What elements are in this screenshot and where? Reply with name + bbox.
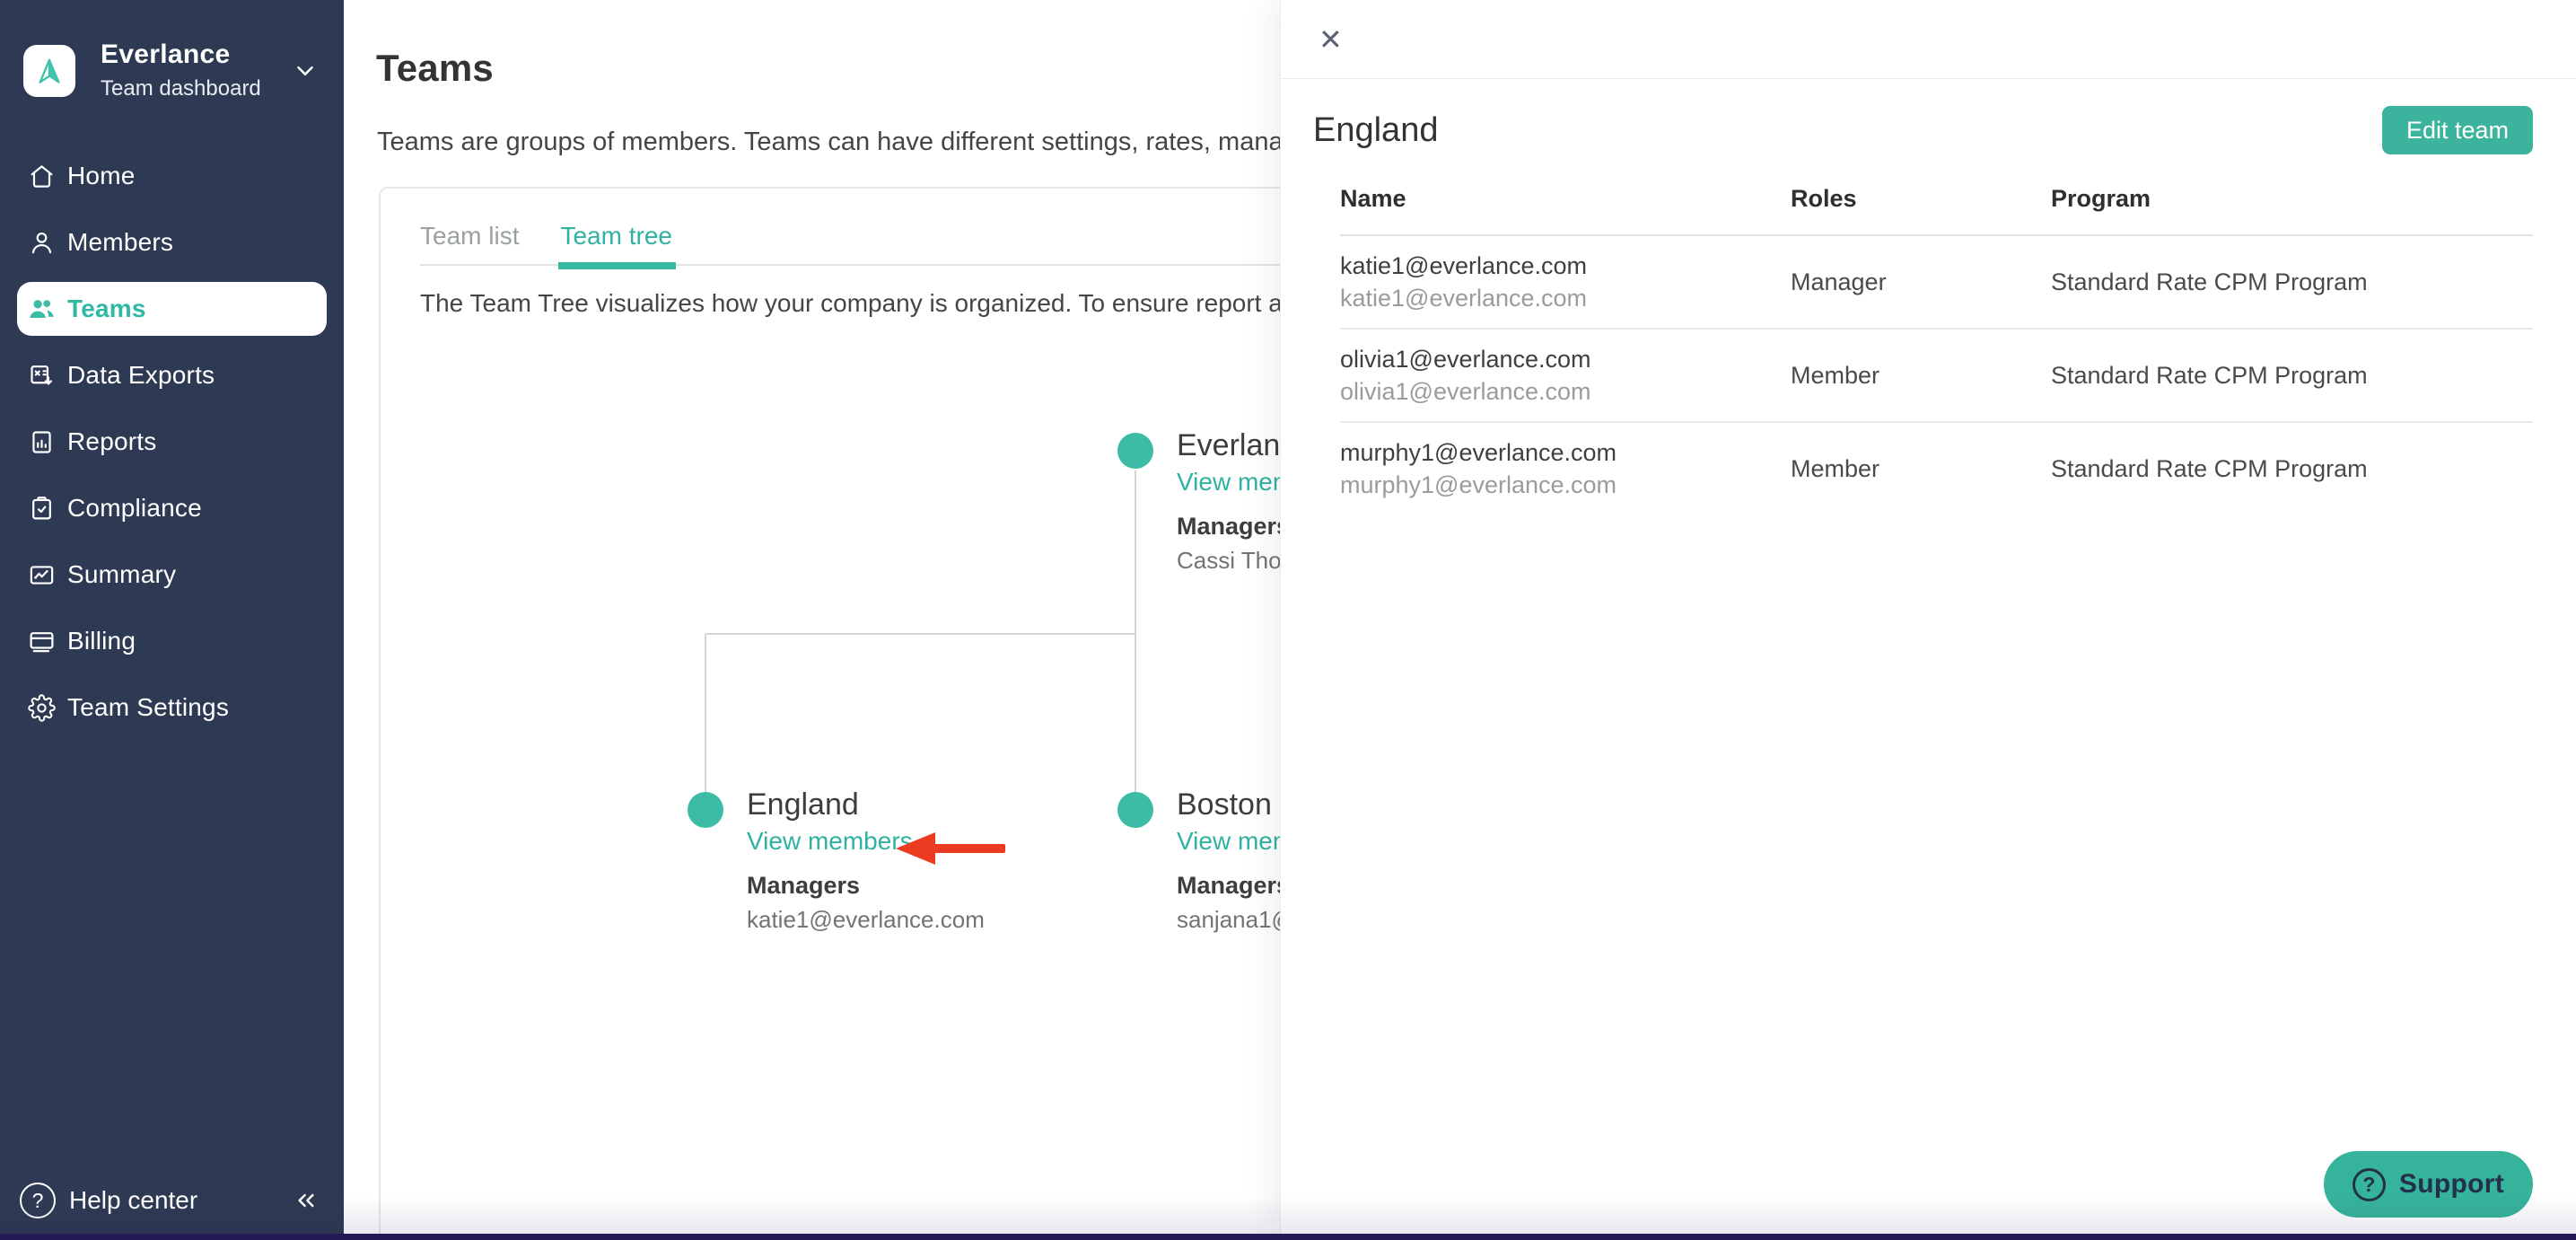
sidebar-item-compliance[interactable]: Compliance [17, 475, 327, 541]
question-circle-icon: ? [20, 1183, 56, 1218]
sidebar-item-teams[interactable]: Teams [17, 282, 327, 336]
help-center-button[interactable]: ? Help center [20, 1183, 197, 1218]
tab-team-tree[interactable]: Team tree [558, 222, 676, 269]
panel-topbar: ✕ [1281, 0, 2576, 79]
member-program: Standard Rate CPM Program [2051, 361, 2368, 389]
close-icon[interactable]: ✕ [1319, 22, 1343, 56]
bottom-window-edge [0, 1234, 2576, 1240]
member-role: Member [1791, 454, 1880, 482]
members-table: Name Roles Program katie1@everlance.com … [1340, 185, 2533, 514]
sidebar-item-label: Reports [67, 427, 157, 455]
table-row: katie1@everlance.com katie1@everlance.co… [1340, 236, 2533, 330]
member-role: Member [1791, 361, 1880, 389]
team-details-panel: ✕ England Edit team Name Roles Program k… [1280, 0, 2576, 1234]
report-document-icon [26, 427, 57, 457]
sidebar-item-label: Home [67, 162, 136, 189]
sidebar-item-label: Compliance [67, 494, 202, 522]
home-icon [26, 161, 57, 191]
sidebar-item-team-settings[interactable]: Team Settings [17, 674, 327, 741]
chevron-down-icon[interactable] [292, 57, 319, 84]
member-email: katie1@everlance.com [1340, 285, 1588, 312]
edit-team-button[interactable]: Edit team [2381, 106, 2533, 154]
managers-label: Managers [1177, 513, 1291, 540]
table-row: olivia1@everlance.com olivia1@everlance.… [1340, 330, 2533, 423]
member-role: Manager [1791, 268, 1887, 295]
people-icon [26, 294, 57, 324]
person-icon [26, 227, 57, 258]
sidebar-item-label: Summary [67, 560, 177, 588]
tree-node-england: England View members Managers katie1@eve… [688, 787, 985, 934]
team-node-dot [1117, 433, 1153, 469]
app-subtitle: Team dashboard [101, 76, 261, 101]
line-chart-icon [26, 559, 57, 590]
collapse-sidebar-icon[interactable] [292, 1186, 320, 1215]
help-center-label: Help center [69, 1186, 198, 1214]
support-button[interactable]: ? Support [2323, 1151, 2533, 1218]
sidebar-item-label: Teams [67, 295, 146, 322]
column-header-roles: Roles [1791, 185, 1857, 212]
page-description: Teams are groups of members. Teams can h… [377, 128, 1414, 156]
sidebar-nav: Home Members Teams Data Exports Reports [0, 143, 344, 741]
member-program: Standard Rate CPM Program [2051, 268, 2368, 295]
question-circle-icon: ? [2352, 1167, 2386, 1201]
everlance-logo-icon [23, 44, 75, 97]
sidebar-item-data-exports[interactable]: Data Exports [17, 342, 327, 409]
sidebar-item-home[interactable]: Home [17, 143, 327, 209]
panel-title: England [1313, 110, 1439, 149]
brand-text: Everlance Team dashboard [101, 40, 261, 101]
column-header-program: Program [2051, 185, 2151, 212]
manager-name: katie1@everlance.com [747, 906, 985, 933]
clipboard-check-icon [26, 493, 57, 523]
team-node-dot [1117, 792, 1153, 828]
tab-team-list[interactable]: Team list [420, 222, 520, 250]
team-name: England [747, 787, 859, 822]
member-name: katie1@everlance.com [1340, 252, 1588, 279]
spreadsheet-export-icon [26, 360, 57, 391]
panel-body: England Edit team Name Roles Program kat… [1281, 106, 2576, 514]
member-program: Standard Rate CPM Program [2051, 454, 2368, 482]
sidebar-item-billing[interactable]: Billing [17, 608, 327, 674]
workspace-switcher[interactable]: Everlance Team dashboard [0, 0, 344, 101]
page-title: Teams [376, 47, 494, 89]
sidebar: Everlance Team dashboard Home Members Te… [0, 0, 344, 1240]
sidebar-item-label: Team Settings [67, 693, 230, 721]
view-members-link[interactable]: View members [747, 827, 913, 855]
managers-label: Managers [1177, 872, 1291, 899]
sidebar-item-label: Data Exports [67, 361, 215, 389]
table-row: murphy1@everlance.com murphy1@everlance.… [1340, 423, 2533, 514]
member-email: olivia1@everlance.com [1340, 378, 1591, 405]
sidebar-item-label: Billing [67, 627, 136, 655]
sidebar-item-members[interactable]: Members [17, 209, 327, 276]
table-header-row: Name Roles Program [1340, 185, 2533, 236]
sidebar-item-reports[interactable]: Reports [17, 409, 327, 475]
managers-label: Managers [747, 872, 861, 899]
sidebar-item-label: Members [67, 228, 174, 256]
team-name: Boston [1177, 787, 1272, 822]
member-name: murphy1@everlance.com [1340, 439, 1617, 466]
gear-icon [26, 692, 57, 723]
column-header-name: Name [1340, 185, 1406, 212]
credit-card-icon [26, 626, 57, 656]
app-name: Everlance [101, 40, 231, 69]
member-email: murphy1@everlance.com [1340, 471, 1617, 498]
sidebar-footer: ? Help center [0, 1183, 344, 1218]
sidebar-item-summary[interactable]: Summary [17, 541, 327, 608]
member-name: olivia1@everlance.com [1340, 346, 1591, 373]
team-node-dot [688, 792, 723, 828]
support-label: Support [2398, 1169, 2504, 1199]
